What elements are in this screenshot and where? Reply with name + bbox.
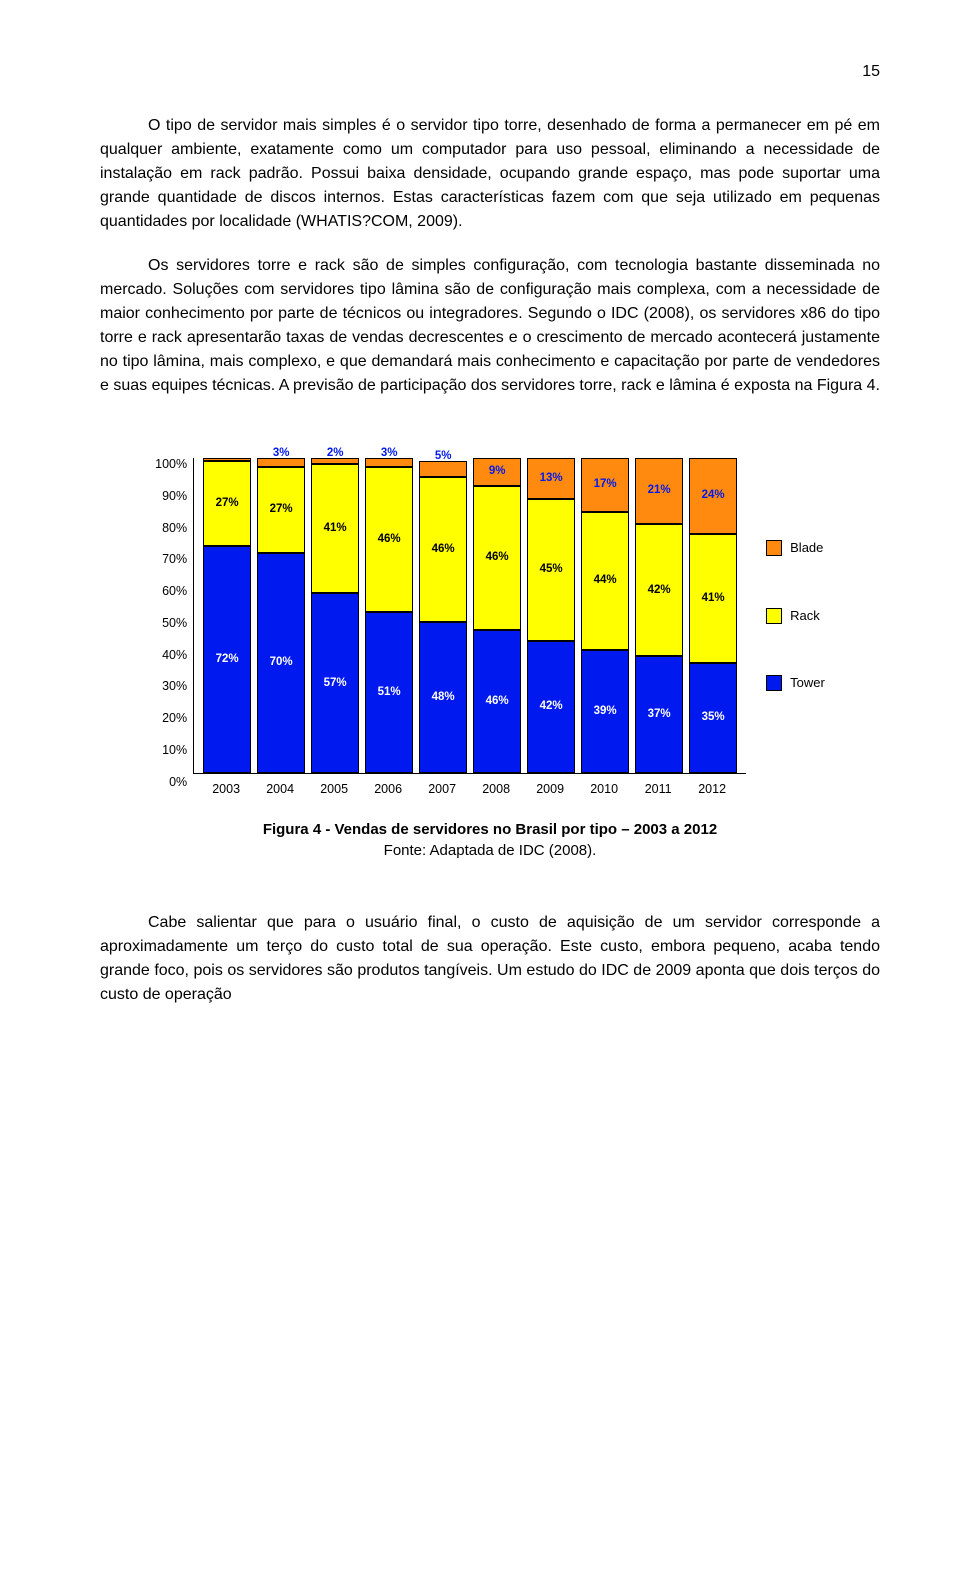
paragraph-3: Cabe salientar que para o usuário final,… xyxy=(100,911,880,1007)
segment-tower: 39% xyxy=(581,650,629,773)
segment-rack: 27% xyxy=(257,467,305,552)
segment-tower: 46% xyxy=(473,630,521,773)
legend-item: Rack xyxy=(766,606,825,626)
segment-blade: 3% xyxy=(365,458,413,467)
paragraph-2: Os servidores torre e rack são de simple… xyxy=(100,254,880,398)
segment-rack: 42% xyxy=(635,524,683,656)
legend-label: Rack xyxy=(790,606,820,626)
caption-title: Figura 4 - Vendas de servidores no Brasi… xyxy=(263,821,717,838)
legend-swatch xyxy=(766,675,782,691)
page-number: 15 xyxy=(100,60,880,84)
segment-blade: 21% xyxy=(635,458,683,524)
legend-swatch xyxy=(766,608,782,624)
bar-column: 3%27%70% xyxy=(257,458,305,773)
y-tick: 0% xyxy=(155,776,187,789)
y-tick: 100% xyxy=(155,458,187,471)
y-tick: 80% xyxy=(155,522,187,535)
segment-rack: 27% xyxy=(203,461,251,546)
segment-rack: 44% xyxy=(581,512,629,651)
x-tick: 2004 xyxy=(253,780,307,799)
y-tick: 40% xyxy=(155,649,187,662)
segment-rack: 45% xyxy=(527,499,575,641)
segment-tower: 51% xyxy=(365,612,413,773)
segment-tower: 57% xyxy=(311,593,359,773)
y-tick: 20% xyxy=(155,712,187,725)
bar-column: 17%44%39% xyxy=(581,458,629,773)
x-tick: 2011 xyxy=(631,780,685,799)
segment-rack: 41% xyxy=(689,534,737,663)
x-tick: 2003 xyxy=(199,780,253,799)
segment-blade: 13% xyxy=(527,458,575,499)
y-tick: 60% xyxy=(155,585,187,598)
segment-tower: 72% xyxy=(203,546,251,773)
bar-column: 13%45%42% xyxy=(527,458,575,773)
x-tick: 2008 xyxy=(469,780,523,799)
legend-label: Tower xyxy=(790,673,825,693)
y-axis: 100% 90% 80% 70% 60% 50% 40% 30% 20% 10% 0% xyxy=(155,458,193,788)
segment-tower: 48% xyxy=(419,622,467,773)
bar-column: 27%72% xyxy=(203,458,251,773)
bar-column: 9%46%46% xyxy=(473,458,521,773)
segment-blade: 9% xyxy=(473,458,521,486)
segment-tower: 35% xyxy=(689,663,737,773)
y-tick: 70% xyxy=(155,553,187,566)
segment-tower: 70% xyxy=(257,553,305,774)
plot-area: 27%72%3%27%70%2%41%57%3%46%51%5%46%48%9%… xyxy=(193,458,746,774)
y-tick: 90% xyxy=(155,490,187,503)
bar-column: 24%41%35% xyxy=(689,458,737,773)
figure-caption: Figura 4 - Vendas de servidores no Brasi… xyxy=(100,819,880,861)
y-tick: 10% xyxy=(155,744,187,757)
bar-column: 3%46%51% xyxy=(365,458,413,773)
bar-column: 5%46%48% xyxy=(419,458,467,773)
paragraph-1: O tipo de servidor mais simples é o serv… xyxy=(100,114,880,234)
bar-column: 2%41%57% xyxy=(311,458,359,773)
segment-tower: 37% xyxy=(635,656,683,773)
segment-rack: 46% xyxy=(419,477,467,622)
legend-label: Blade xyxy=(790,538,823,558)
y-tick: 30% xyxy=(155,680,187,693)
legend-item: Blade xyxy=(766,538,825,558)
x-tick: 2007 xyxy=(415,780,469,799)
segment-blade: 5% xyxy=(419,461,467,477)
segment-blade: 17% xyxy=(581,458,629,512)
y-tick: 50% xyxy=(155,617,187,630)
segment-blade: 24% xyxy=(689,458,737,534)
legend-item: Tower xyxy=(766,673,825,693)
segment-rack: 46% xyxy=(473,486,521,629)
chart-container: 100% 90% 80% 70% 60% 50% 40% 30% 20% 10% 0% 27%72%… xyxy=(100,458,880,799)
legend: Blade Rack Tower xyxy=(766,458,825,773)
segment-tower: 42% xyxy=(527,641,575,773)
caption-source: Fonte: Adaptada de IDC (2008). xyxy=(384,842,597,859)
x-tick: 2005 xyxy=(307,780,361,799)
x-tick: 2012 xyxy=(685,780,739,799)
bar-column: 21%42%37% xyxy=(635,458,683,773)
x-tick: 2009 xyxy=(523,780,577,799)
segment-rack: 46% xyxy=(365,467,413,612)
segment-rack: 41% xyxy=(311,464,359,593)
segment-blade: 3% xyxy=(257,458,305,467)
x-tick: 2010 xyxy=(577,780,631,799)
x-axis: 2003200420052006200720082009201020112012 xyxy=(193,780,746,799)
legend-swatch xyxy=(766,540,782,556)
x-tick: 2006 xyxy=(361,780,415,799)
